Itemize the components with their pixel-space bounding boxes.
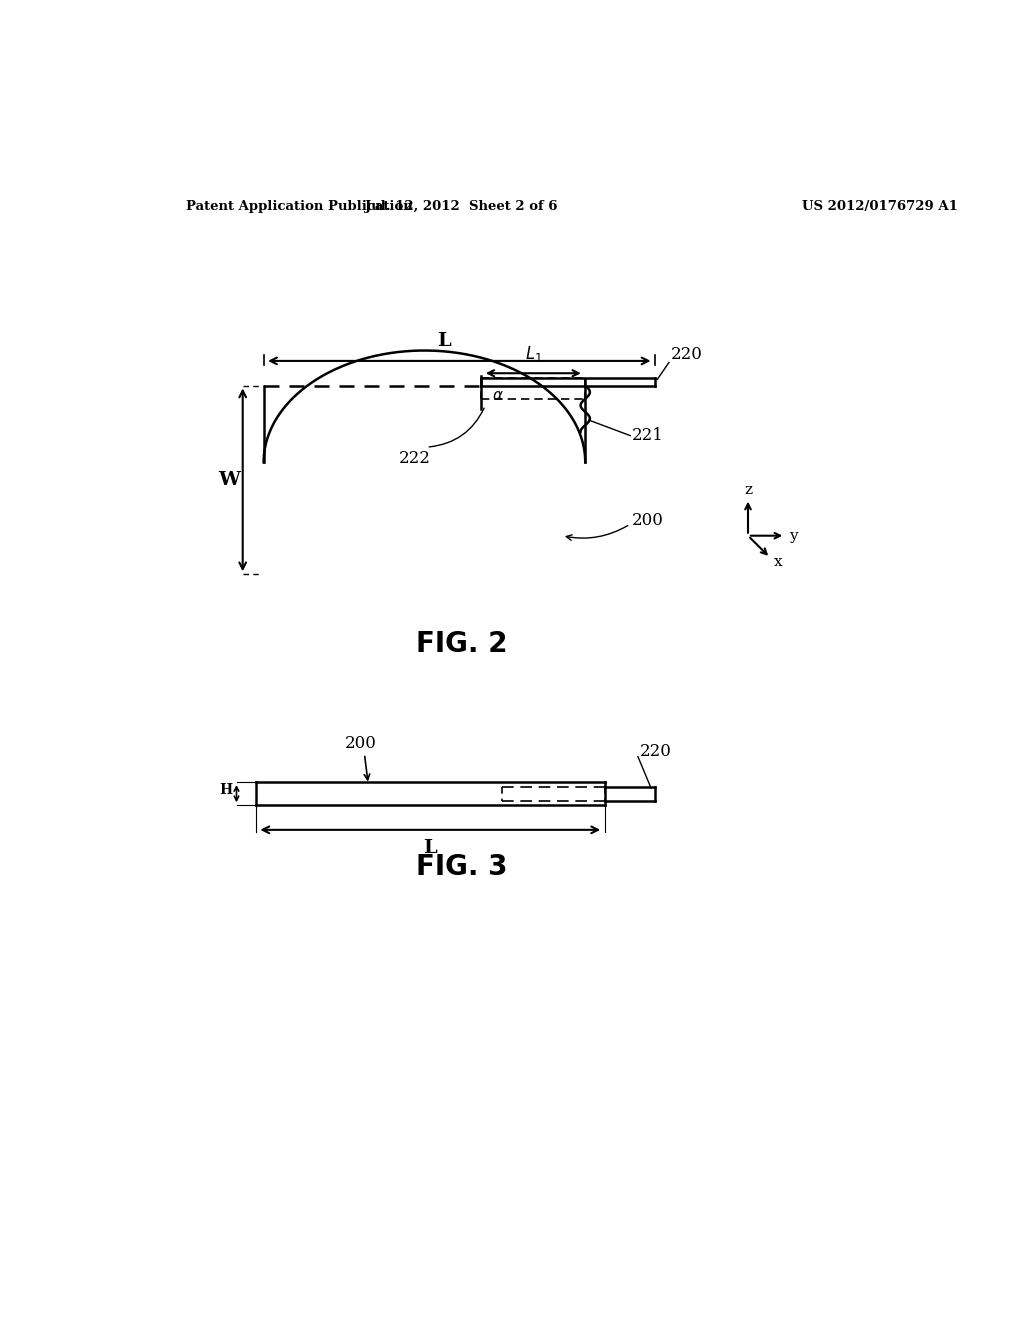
Text: x: x <box>774 554 782 569</box>
Text: Patent Application Publication: Patent Application Publication <box>186 199 413 213</box>
Text: 222: 222 <box>398 450 431 467</box>
Text: L: L <box>424 840 437 857</box>
Text: FIG. 2: FIG. 2 <box>416 630 507 657</box>
Text: 200: 200 <box>632 512 664 529</box>
Text: Jul. 12, 2012  Sheet 2 of 6: Jul. 12, 2012 Sheet 2 of 6 <box>365 199 557 213</box>
Text: 200: 200 <box>345 735 377 752</box>
Text: W: W <box>218 471 240 488</box>
Text: FIG. 3: FIG. 3 <box>416 853 507 880</box>
Text: y: y <box>788 529 798 543</box>
Text: H: H <box>219 783 232 797</box>
Text: $\alpha$: $\alpha$ <box>493 388 504 403</box>
Text: z: z <box>744 483 752 496</box>
Text: $L_1$: $L_1$ <box>524 345 542 364</box>
Text: US 2012/0176729 A1: US 2012/0176729 A1 <box>802 199 958 213</box>
Text: 220: 220 <box>671 346 702 363</box>
Text: 221: 221 <box>632 428 664 444</box>
Text: L: L <box>437 333 451 350</box>
Text: 220: 220 <box>640 743 672 760</box>
